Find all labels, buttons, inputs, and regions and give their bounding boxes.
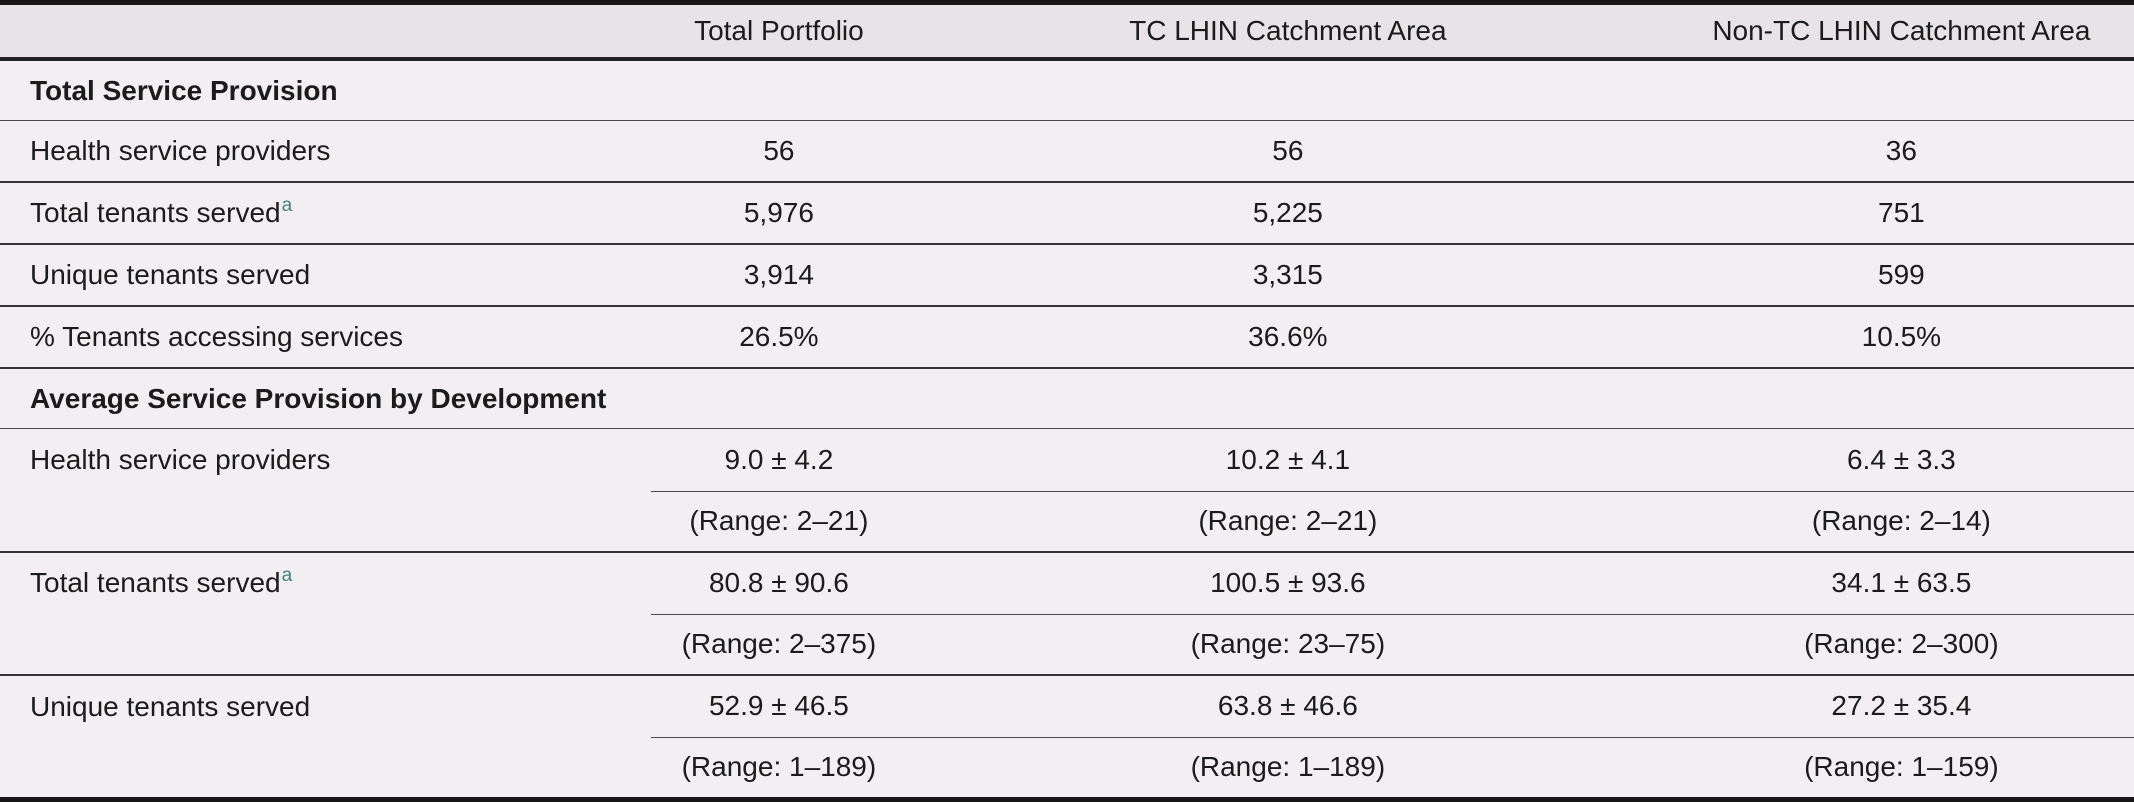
cell-mean-sd: 63.8 ± 46.6 xyxy=(906,674,1669,738)
section-title: Total Service Provision xyxy=(0,59,2134,122)
cell-value: 56 xyxy=(650,120,907,184)
column-header-row: Total Portfolio TC LHIN Catchment Area N… xyxy=(0,5,2134,61)
cell-mean-sd: 34.1 ± 63.5 xyxy=(1668,551,2134,615)
cell-range: (Range: 23–75) xyxy=(906,614,1669,676)
table-row: Total tenants serveda 80.8 ± 90.6 100.5 … xyxy=(0,551,2134,615)
footnote-marker: a xyxy=(281,565,293,587)
row-label: Total tenants serveda xyxy=(0,552,651,615)
table-row: Unique tenants served 52.9 ± 46.5 63.8 ±… xyxy=(0,674,2134,738)
cell-value: 36 xyxy=(1668,120,2134,184)
cell-range: (Range: 1–189) xyxy=(681,751,877,783)
service-provision-table: Total Portfolio TC LHIN Catchment Area N… xyxy=(0,5,2134,797)
cell-mean-sd: 6.4 ± 3.3 xyxy=(1668,428,2134,492)
cell-range: (Range: 1–189) xyxy=(1190,751,1386,783)
cell-value: 3,914 xyxy=(650,244,907,308)
row-label-empty xyxy=(0,614,651,676)
section-header-average-service-provision: Average Service Provision by Development xyxy=(0,368,2134,430)
table-row: Health service providers 9.0 ± 4.2 10.2 … xyxy=(0,428,2134,492)
cell-range: (Range: 2–21) xyxy=(906,491,1669,553)
table-row: Health service providers 56 56 36 xyxy=(0,120,2134,184)
table-row: Total tenants serveda 5,976 5,225 751 xyxy=(0,182,2134,246)
cell-value: 36.6% xyxy=(906,306,1669,370)
table-row: % Tenants accessing services 26.5% 36.6%… xyxy=(0,306,2134,370)
row-label: Total tenants serveda xyxy=(0,182,651,246)
cell-value: 5,225 xyxy=(906,182,1669,246)
cell-value: 751 xyxy=(1668,182,2134,246)
cell-value: 10.5% xyxy=(1668,306,2134,370)
cell-value: 5,976 xyxy=(650,182,907,246)
cell-mean-sd: 100.5 ± 93.6 xyxy=(906,551,1669,615)
cell-value: 599 xyxy=(1668,244,2134,308)
row-label: Health service providers xyxy=(0,120,651,184)
footnote-marker: a xyxy=(281,194,293,216)
section-title: Average Service Provision by Development xyxy=(0,368,2134,430)
cell-range: (Range: 2–14) xyxy=(1668,491,2134,553)
cell-range: (Range: 2–21) xyxy=(650,491,907,553)
row-label: Unique tenants served xyxy=(30,690,311,722)
table-row: Unique tenants served 3,914 3,315 599 xyxy=(0,244,2134,308)
cell-value: 3,315 xyxy=(906,244,1669,308)
row-label-text: Total tenants served xyxy=(30,197,281,229)
table-row-range: (Range: 2–375) (Range: 23–75) (Range: 2–… xyxy=(0,614,2134,676)
cell-value: 26.5% xyxy=(650,306,907,370)
cell-mean-sd: 27.2 ± 35.4 xyxy=(1668,674,2134,738)
column-header-total-portfolio: Total Portfolio xyxy=(650,5,907,61)
table-row-range: (Range: 1–189) (Range: 1–189) (Range: 1–… xyxy=(0,737,2134,797)
row-label-text: Total tenants served xyxy=(30,567,281,599)
column-header-non-tc-lhin: Non-TC LHIN Catchment Area xyxy=(1668,5,2134,61)
cell-mean-sd: 10.2 ± 4.1 xyxy=(906,428,1669,492)
column-header-tc-lhin: TC LHIN Catchment Area xyxy=(906,5,1669,61)
cell-range: (Range: 2–300) xyxy=(1668,614,2134,676)
row-label: Unique tenants served xyxy=(0,244,651,308)
cell-range: (Range: 1–159) xyxy=(1804,751,1999,783)
row-label: Health service providers xyxy=(30,444,331,476)
row-label-empty xyxy=(0,491,651,553)
cell-mean-sd: 52.9 ± 46.5 xyxy=(650,674,907,738)
cell-mean-sd: 9.0 ± 4.2 xyxy=(650,428,907,492)
cell-value: 56 xyxy=(906,120,1669,184)
row-label-empty xyxy=(0,737,651,797)
section-header-total-service-provision: Total Service Provision xyxy=(0,59,2134,122)
cell-range: (Range: 2–375) xyxy=(650,614,907,676)
row-label: % Tenants accessing services xyxy=(0,306,651,370)
column-header-empty xyxy=(0,5,651,61)
table-row-range: (Range: 2–21) (Range: 2–21) (Range: 2–14… xyxy=(0,491,2134,553)
cell-mean-sd: 80.8 ± 90.6 xyxy=(650,551,907,615)
